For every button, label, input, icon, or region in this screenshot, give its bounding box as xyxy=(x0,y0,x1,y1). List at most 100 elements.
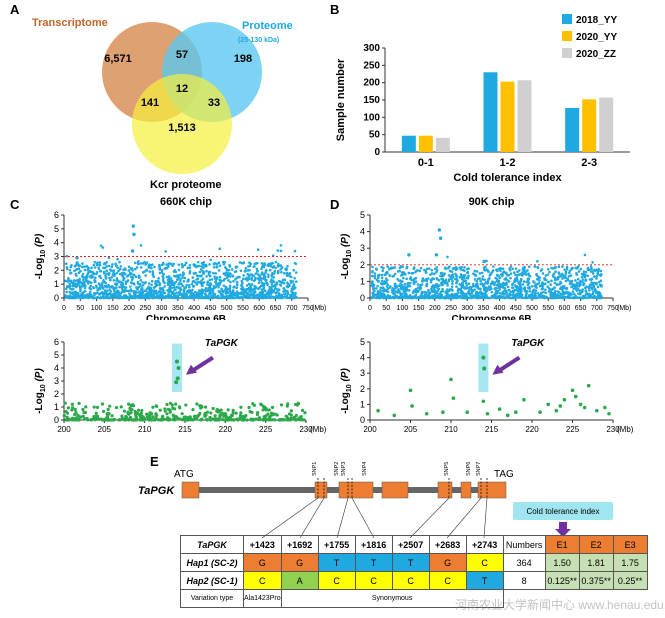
data-point xyxy=(177,274,181,278)
data-point xyxy=(379,288,382,292)
data-point xyxy=(578,402,583,407)
data-point xyxy=(441,279,445,283)
data-point xyxy=(250,276,254,279)
data-point xyxy=(81,276,85,279)
data-point xyxy=(114,264,118,267)
data-point xyxy=(105,412,109,416)
data-point xyxy=(64,296,68,299)
x-tick-label: 300 xyxy=(461,305,473,312)
data-point xyxy=(156,280,159,283)
data-point xyxy=(275,282,279,286)
data-point xyxy=(584,270,588,274)
data-point xyxy=(193,290,197,294)
data-point xyxy=(107,283,110,287)
data-point xyxy=(105,272,109,275)
data-point xyxy=(509,276,512,280)
venn-count-tk: 141 xyxy=(141,97,159,109)
data-point xyxy=(92,286,95,290)
data-point xyxy=(471,294,475,297)
data-point xyxy=(65,267,69,271)
y-tick-label: 100 xyxy=(363,112,380,123)
data-point xyxy=(75,418,79,422)
data-point xyxy=(595,290,599,294)
data-point xyxy=(234,411,238,415)
data-point xyxy=(147,418,151,422)
data-point xyxy=(476,286,479,289)
data-point xyxy=(512,271,516,274)
data-point xyxy=(478,272,482,275)
data-point xyxy=(581,278,585,281)
data-point xyxy=(371,274,374,278)
data-point xyxy=(181,264,185,268)
data-point xyxy=(492,294,495,298)
data-point xyxy=(221,290,225,294)
data-point xyxy=(597,280,601,284)
x-tick-label: 0 xyxy=(368,305,372,312)
data-point xyxy=(294,413,298,418)
data-point xyxy=(516,270,519,274)
data-point xyxy=(116,257,119,261)
data-point xyxy=(291,296,295,300)
data-point xyxy=(454,268,458,271)
data-point xyxy=(130,408,134,412)
data-point xyxy=(111,263,114,266)
data-point xyxy=(73,284,76,288)
data-point xyxy=(591,292,595,296)
data-point xyxy=(228,263,231,267)
data-point xyxy=(227,296,230,300)
data-point xyxy=(550,279,553,283)
data-point xyxy=(279,249,283,253)
data-point xyxy=(460,277,464,281)
data-point xyxy=(540,284,544,288)
data-point xyxy=(118,260,121,264)
data-point xyxy=(495,269,499,273)
data-point xyxy=(141,293,144,297)
data-point xyxy=(262,287,266,291)
data-point xyxy=(227,279,230,282)
data-point xyxy=(536,259,539,263)
data-point xyxy=(217,261,221,265)
data-point xyxy=(430,268,434,272)
data-point xyxy=(73,412,77,417)
data-point xyxy=(483,282,486,286)
data-point xyxy=(409,295,413,299)
data-point xyxy=(451,296,455,300)
data-point xyxy=(524,296,527,300)
data-point xyxy=(115,271,119,275)
data-point xyxy=(546,273,550,276)
data-point xyxy=(144,293,148,296)
x-unit-label: (Mb) xyxy=(312,305,326,312)
data-point xyxy=(260,292,263,295)
data-point xyxy=(154,282,157,285)
gene-exon-4 xyxy=(381,481,409,499)
data-point xyxy=(465,295,469,298)
data-point xyxy=(579,279,582,283)
data-point xyxy=(106,407,110,412)
data-point xyxy=(600,273,603,276)
data-point xyxy=(262,276,266,279)
data-point xyxy=(97,293,101,296)
data-point xyxy=(493,283,496,287)
data-point xyxy=(465,287,469,290)
data-point xyxy=(161,296,165,299)
data-point xyxy=(179,279,182,282)
data-point xyxy=(139,278,143,282)
data-point xyxy=(167,290,170,293)
data-point xyxy=(103,280,107,284)
data-point xyxy=(105,269,109,272)
data-point xyxy=(260,261,264,265)
data-point xyxy=(540,282,544,286)
table-header-cell: TaPGK xyxy=(180,535,244,554)
data-point xyxy=(151,415,155,419)
data-point xyxy=(435,266,439,269)
data-point xyxy=(123,288,127,291)
data-point xyxy=(572,292,576,296)
data-point xyxy=(184,403,188,407)
data-point xyxy=(400,283,404,287)
data-point xyxy=(72,281,75,285)
x-tick-label: 200 xyxy=(363,425,377,434)
data-point xyxy=(76,413,80,417)
data-point xyxy=(505,281,508,285)
data-point xyxy=(386,265,390,268)
data-point xyxy=(183,417,187,421)
